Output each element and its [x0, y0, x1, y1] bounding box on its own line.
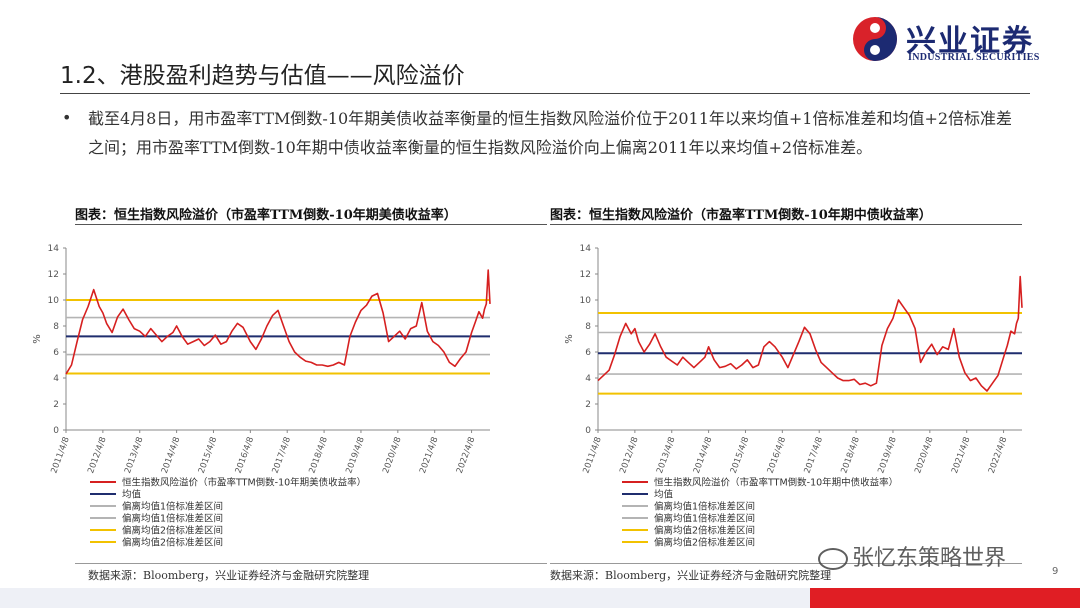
x-tick-label: 2014/4/8 — [160, 436, 182, 475]
chart-left: 0 2 4 6 8 10 12 14% 2011/4/8 2012/4/8 2013/4/8 2014… — [32, 244, 491, 549]
x-tick-label: 2014/4/8 — [692, 436, 714, 475]
x-tick-label: 2017/4/8 — [271, 436, 293, 475]
y-tick-label: 4 — [585, 374, 591, 384]
logo-english-name: INDUSTRIAL SECURITIES — [908, 52, 1040, 63]
y-tick-label: 0 — [53, 426, 59, 436]
chart-title-rule-left — [75, 224, 547, 225]
logo-chinese-name: 兴业证券 — [906, 24, 1034, 59]
x-tick-label: 2011/4/8 — [49, 436, 71, 475]
series-line — [597, 275, 1023, 392]
x-tick-label: 2017/4/8 — [803, 436, 825, 475]
x-tick-label: 2016/4/8 — [234, 436, 256, 475]
legend-label: 偏离均值1倍标准差区间 — [654, 513, 755, 525]
watermark: 张忆东策略世界 — [818, 540, 1006, 572]
company-logo: 兴业证券 INDUSTRIAL SECURITIES — [852, 14, 1066, 66]
wechat-icon — [818, 548, 848, 570]
x-tick-label: 2015/4/8 — [729, 436, 751, 475]
x-tick-label: 2011/4/8 — [581, 436, 603, 475]
legend-label: 偏离均值2倍标准差区间 — [122, 537, 223, 549]
x-tick-label: 2012/4/8 — [86, 436, 108, 475]
x-tick-label: 2016/4/8 — [766, 436, 788, 475]
legend-label: 均值 — [654, 489, 674, 501]
x-tick-label: 2019/4/8 — [344, 436, 366, 475]
x-tick-label: 2015/4/8 — [197, 436, 219, 475]
x-tick-label: 2018/4/8 — [307, 436, 329, 475]
logo-mark-icon — [853, 17, 897, 61]
x-tick-label: 2022/4/8 — [455, 436, 477, 475]
y-tick-label: 10 — [580, 296, 592, 306]
source-left: 数据来源：Bloomberg，兴业证券经济与金融研究院整理 — [88, 569, 370, 582]
source-rule-right — [550, 563, 1022, 564]
x-tick-label: 2021/4/8 — [950, 436, 972, 475]
legend-label: 偏离均值1倍标准差区间 — [122, 513, 223, 525]
legend-label: 均值 — [122, 489, 142, 501]
y-tick-label: 14 — [48, 244, 60, 254]
y-tick-label: 6 — [53, 348, 59, 358]
bullet-marker: • — [62, 108, 72, 127]
chart-right: 0 2 4 6 8 10 12 14% 2011/4/8 2012/4/8 2013/4/8 2014… — [564, 244, 1023, 549]
y-tick-label: 12 — [48, 270, 59, 280]
chart-title-rule-right — [550, 224, 1022, 225]
legend-label: 偏离均值2倍标准差区间 — [654, 525, 755, 537]
x-tick-label: 2012/4/8 — [618, 436, 640, 475]
y-tick-label: 2 — [53, 400, 59, 410]
y-tick-label: 10 — [48, 296, 60, 306]
y-axis-label: % — [564, 334, 575, 344]
y-tick-label: 8 — [53, 322, 59, 332]
x-tick-label: 2013/4/8 — [655, 436, 677, 475]
x-tick-label: 2013/4/8 — [123, 436, 145, 475]
chart-title-right: 图表：恒生指数风险溢价（市盈率TTM倒数-10年期中债收益率） — [550, 208, 932, 223]
y-tick-label: 4 — [53, 374, 59, 384]
legend-label: 偏离均值1倍标准差区间 — [122, 501, 223, 513]
footer-accent — [810, 588, 1080, 608]
y-tick-label: 12 — [580, 270, 591, 280]
legend-label: 偏离均值2倍标准差区间 — [654, 537, 755, 549]
watermark-text: 张忆东策略世界 — [852, 546, 1007, 571]
page-title: 1.2、港股盈利趋势与估值——风险溢价 — [60, 63, 465, 89]
bullet-text: 截至4月8日，用市盈率TTM倒数-10年期美债收益率衡量的恒生指数风险溢价位于2… — [88, 109, 1013, 157]
x-tick-label: 2022/4/8 — [987, 436, 1009, 475]
legend-label: 偏离均值1倍标准差区间 — [654, 501, 755, 513]
y-tick-label: 14 — [580, 244, 592, 254]
x-tick-label: 2018/4/8 — [839, 436, 861, 475]
x-tick-label: 2019/4/8 — [876, 436, 898, 475]
source-right: 数据来源：Bloomberg，兴业证券经济与金融研究院整理 — [550, 569, 832, 582]
y-tick-label: 6 — [585, 348, 591, 358]
series-line — [65, 269, 491, 375]
y-tick-label: 8 — [585, 322, 591, 332]
title-divider — [60, 93, 1030, 94]
page-number: 9 — [1052, 566, 1059, 577]
x-tick-label: 2020/4/8 — [381, 436, 403, 475]
y-tick-label: 0 — [585, 426, 591, 436]
legend-label: 恒生指数风险溢价（市盈率TTM倒数-10年期中债收益率） — [654, 477, 898, 489]
x-tick-label: 2021/4/8 — [418, 436, 440, 475]
legend-label: 恒生指数风险溢价（市盈率TTM倒数-10年期美债收益率） — [122, 477, 366, 489]
y-tick-label: 2 — [585, 400, 591, 410]
legend-label: 偏离均值2倍标准差区间 — [122, 525, 223, 537]
source-rule-left — [75, 563, 547, 564]
chart-title-left: 图表：恒生指数风险溢价（市盈率TTM倒数-10年期美债收益率） — [75, 208, 457, 223]
x-tick-label: 2020/4/8 — [913, 436, 935, 475]
y-axis-label: % — [32, 334, 43, 344]
